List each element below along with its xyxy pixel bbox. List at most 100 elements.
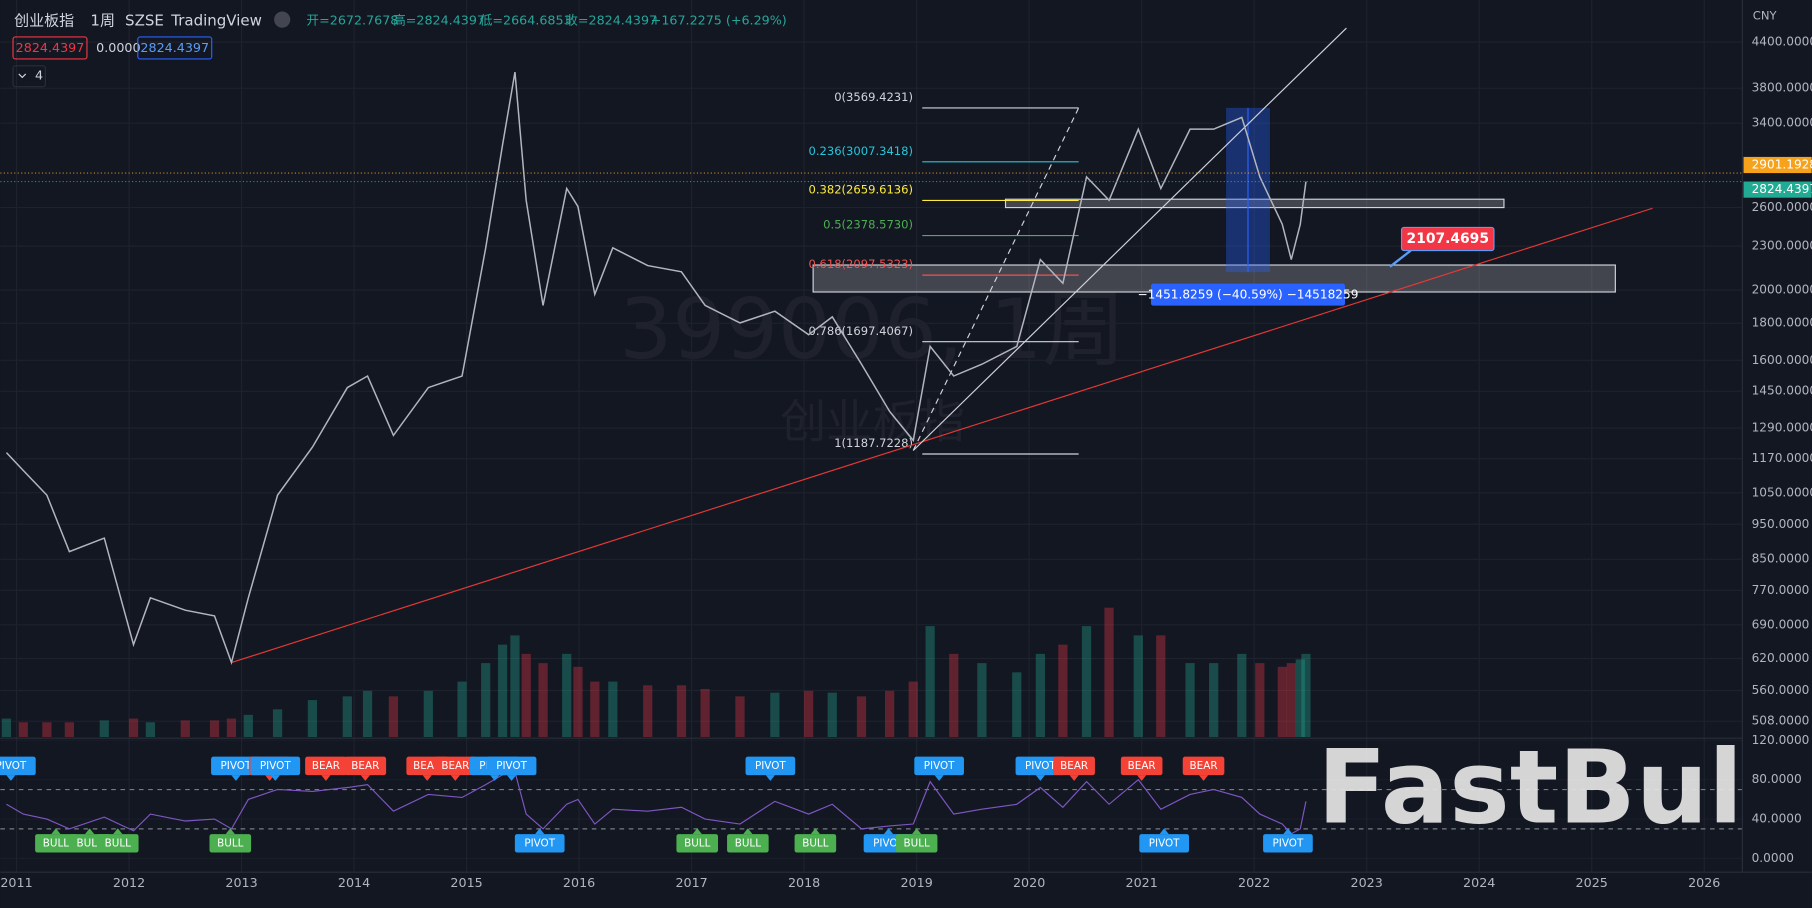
y2-tick-label: 40.0000 xyxy=(1752,812,1802,826)
signal-pointer xyxy=(6,775,16,781)
plot-layer: −1451.8259 (−40.59%) −14518259 0(3569.423… xyxy=(0,0,1812,873)
signal-label: PIVOT xyxy=(924,760,955,772)
measure-label-bg xyxy=(1150,283,1346,306)
x-tick-label: 2018 xyxy=(788,875,820,890)
signal-tag xyxy=(1182,756,1225,776)
signal-tag xyxy=(794,834,837,853)
volume-bar xyxy=(1156,635,1166,738)
x-tick-label: 2020 xyxy=(1013,875,1045,890)
y-tick-label: 950.0000 xyxy=(1752,517,1810,531)
signal-tag xyxy=(1139,834,1190,853)
fib-label: 1(1187.7228) xyxy=(834,436,913,450)
signal-pointer xyxy=(743,828,753,835)
signal-pointer xyxy=(1283,828,1293,835)
signal-tag xyxy=(676,834,719,853)
signal-label: PIVOT xyxy=(1273,837,1304,849)
signal-tag xyxy=(514,834,565,853)
y-tick-label: 508.0000 xyxy=(1752,714,1810,728)
signal-label: PIVOT xyxy=(1025,760,1056,772)
collapse-icon[interactable] xyxy=(18,73,27,79)
signal-tag xyxy=(35,834,77,853)
y-tick-label: 1170.0000 xyxy=(1752,451,1812,465)
signal-tag xyxy=(1053,756,1095,776)
signal-pointer xyxy=(422,775,432,781)
volume-bar xyxy=(925,626,935,738)
volume-bar xyxy=(64,722,75,738)
signal-pointer xyxy=(506,775,517,781)
collapse-button[interactable] xyxy=(12,65,46,88)
volume-bar xyxy=(590,681,600,738)
volume-bar xyxy=(977,663,987,738)
volume-bar xyxy=(481,663,491,738)
measure-label: −1451.8259 (−40.59%) −14518259 xyxy=(1138,288,1359,302)
signal-pointer xyxy=(1198,775,1209,781)
signal-label: BULL xyxy=(43,837,69,849)
signal-tag xyxy=(895,834,938,853)
volume-bar xyxy=(770,692,780,738)
trend-line xyxy=(912,107,1080,451)
signal-pointer xyxy=(360,775,370,781)
volume-bar xyxy=(521,653,531,738)
x-tick-label: 2016 xyxy=(563,875,595,890)
y-tick-label: 4400.0000 xyxy=(1752,35,1812,49)
volume-bar xyxy=(388,696,399,738)
x-tick-label: 2025 xyxy=(1576,875,1608,890)
signal-tag xyxy=(250,756,301,776)
volume-bar xyxy=(1012,672,1022,738)
volume-bar xyxy=(342,696,352,738)
zone xyxy=(1004,198,1505,209)
interval[interactable]: 1周 xyxy=(90,11,115,29)
signal-label: BEAR xyxy=(351,760,379,772)
signal-label: PIVOT xyxy=(524,837,555,849)
indicator-value: 2824.4397 xyxy=(16,40,85,55)
watermark-name: 创业板指 xyxy=(780,395,965,449)
signal-label: BULL xyxy=(802,837,828,849)
signal-pointer xyxy=(883,828,894,835)
signal-label: BEAR xyxy=(1128,760,1156,772)
signal-label: BULL xyxy=(684,837,710,849)
x-tick-label: 2024 xyxy=(1463,875,1495,890)
volume-bar xyxy=(573,666,583,738)
volume-bar xyxy=(362,690,373,738)
volume-bar xyxy=(423,690,433,738)
signal-label: BEAR xyxy=(1190,760,1218,772)
volume-bar xyxy=(1301,653,1311,738)
exchange: SZSE xyxy=(125,11,164,29)
signal-pointer xyxy=(231,775,241,781)
signal-label: BEAR xyxy=(413,760,441,772)
currency[interactable]: CNY xyxy=(1753,9,1778,23)
ohlc-change: +167.2275 (+6.29%) xyxy=(651,12,787,27)
callout-bg xyxy=(1400,226,1495,252)
volume-bar xyxy=(1286,663,1296,738)
y-tick-label: 2600.0000 xyxy=(1752,200,1812,214)
signal-pointer xyxy=(85,828,95,835)
x-tick-label: 2012 xyxy=(113,875,145,890)
volume-bar xyxy=(226,718,237,738)
signal-label: BULL xyxy=(735,837,761,849)
volume-bar xyxy=(643,685,653,738)
y-tick-label: 2000.0000 xyxy=(1752,283,1812,297)
fib-label: 0.618(2097.5323) xyxy=(808,257,913,271)
volume-bar xyxy=(562,653,572,738)
y2-tick-label: 80.0000 xyxy=(1752,772,1802,786)
volume-bar xyxy=(243,714,253,738)
signal-pointer xyxy=(535,828,545,835)
watermark-layer: 399006, 1周 创业板指 xyxy=(619,281,1125,449)
x-tick-label: 2011 xyxy=(0,875,32,890)
status-dot[interactable] xyxy=(274,11,291,28)
indicator-box xyxy=(137,36,213,60)
signal-label: BULL xyxy=(105,837,131,849)
price-axis-bg xyxy=(1742,0,1812,908)
collapse-count[interactable]: 4 xyxy=(35,68,43,83)
price-line xyxy=(5,71,1307,666)
signal-tag xyxy=(0,756,36,776)
x-tick-label: 2026 xyxy=(1688,875,1720,890)
volume-bar xyxy=(1104,607,1114,738)
y-tick-label: 3400.0000 xyxy=(1752,116,1812,130)
volume-bar xyxy=(272,709,283,738)
signal-pointer xyxy=(113,828,123,835)
signal-tag xyxy=(344,756,387,776)
symbol-title[interactable]: 创业板指 xyxy=(14,11,74,29)
